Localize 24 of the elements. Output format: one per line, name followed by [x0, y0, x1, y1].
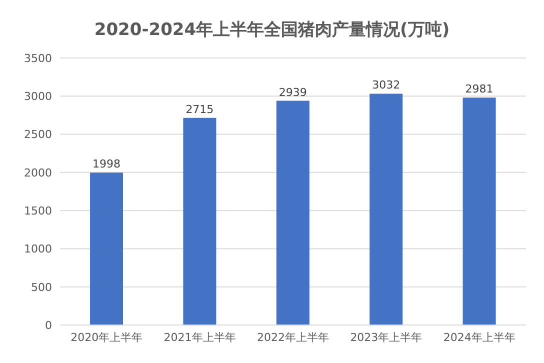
x-tick-label: 2020年上半年 [70, 330, 143, 344]
chart-title: 2020-2024年上半年全国猪肉产量情况(万吨) [93, 19, 451, 42]
x-tick-label: 2023年上半年 [350, 330, 422, 344]
data-label: 1998 [92, 158, 120, 171]
y-tick-label: 500 [31, 280, 52, 294]
y-tick-label: 1500 [24, 204, 52, 218]
x-tick-label: 2022年上半年 [257, 330, 329, 344]
x-tick-label: 2024年上半年 [443, 330, 516, 344]
bar [183, 118, 216, 325]
y-tick-label: 3500 [24, 52, 52, 65]
data-label: 2981 [465, 82, 494, 96]
bar [90, 172, 123, 325]
x-tick-label: 2021年上半年 [164, 330, 236, 344]
y-tick-label: 3000 [24, 90, 52, 104]
data-label: 2715 [186, 102, 214, 116]
y-tick-label: 0 [45, 318, 52, 332]
y-tick-label: 2500 [24, 128, 52, 142]
bar [462, 98, 496, 325]
bar [276, 100, 310, 325]
data-label: 2939 [278, 86, 307, 99]
bar [370, 94, 403, 325]
y-tick-label: 2000 [24, 166, 52, 180]
y-tick-label: 1000 [24, 242, 52, 256]
data-label: 3032 [372, 78, 400, 92]
